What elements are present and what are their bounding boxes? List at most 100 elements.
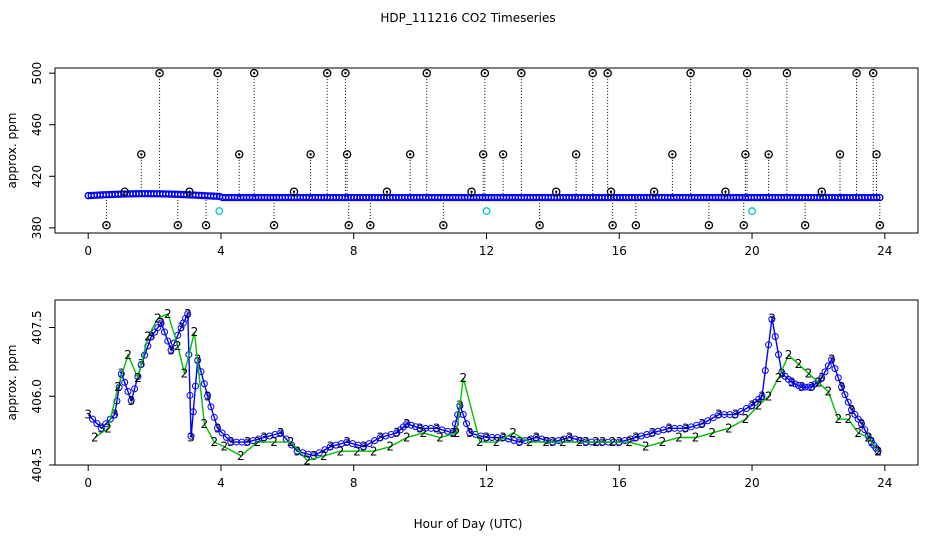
spike-point (872, 150, 881, 159)
spike-point (382, 187, 392, 196)
spike-point-center (785, 71, 789, 75)
spike-point (721, 187, 730, 196)
x-tick-label: 16 (612, 476, 627, 490)
spike-point (603, 68, 612, 78)
spike-point-center (105, 224, 108, 227)
spike-point-center (606, 71, 609, 75)
series-marker: 2 (370, 444, 378, 458)
spike-point-center (501, 153, 505, 156)
spike-point (173, 221, 183, 230)
spike-point-center (707, 224, 711, 227)
y-tick-label: 380 (30, 216, 44, 239)
series-point (371, 437, 379, 445)
spike-point (817, 187, 826, 196)
series-point (848, 406, 856, 414)
y-tick-label: 404.5 (30, 448, 44, 482)
series-marker: 2 (201, 417, 209, 431)
series-point (794, 382, 802, 390)
series-marker: 3 (293, 444, 301, 458)
series-point (403, 420, 411, 428)
spike-point (155, 68, 164, 78)
series-marker: 3 (187, 431, 195, 445)
spike-point (289, 187, 299, 196)
spike-point-center (574, 153, 578, 156)
series-marker: 2 (526, 435, 534, 449)
series-marker: 2 (755, 398, 763, 412)
series-marker: 2 (254, 435, 262, 449)
spike-point-center (123, 190, 126, 193)
spike-point-center (671, 153, 674, 156)
series-marker: 3 (403, 417, 411, 431)
series-marker: 3 (466, 426, 474, 440)
series-point (775, 351, 783, 359)
series-marker: 3 (244, 435, 252, 449)
x-tick-label: 0 (84, 476, 92, 490)
series-marker: 2 (320, 449, 328, 463)
series-marker: 3 (277, 426, 285, 440)
series-marker: 3 (260, 431, 268, 445)
series-point (187, 432, 195, 440)
series-marker: 2 (775, 371, 783, 385)
series-marker: 2 (659, 435, 667, 449)
x-tick-label: 8 (350, 244, 358, 258)
series-point (676, 424, 684, 432)
series-marker: 3 (84, 408, 92, 422)
series-marker: 2 (386, 440, 394, 454)
series-point (186, 391, 194, 399)
spike-point (764, 150, 773, 159)
spike-point (571, 150, 581, 159)
series-point (360, 443, 368, 451)
spike-point (102, 221, 111, 230)
spike-point-center (803, 224, 807, 227)
spike-point-center (238, 153, 241, 156)
spike-point (739, 221, 748, 230)
series-marker: 2 (625, 435, 633, 449)
series-marker: 2 (114, 380, 122, 394)
series-point (207, 403, 215, 411)
series-point (151, 328, 159, 336)
series-point (184, 310, 192, 318)
series-marker: 2 (795, 357, 803, 371)
spike-point-center (347, 224, 350, 227)
spike-point (467, 187, 476, 196)
spike-point-center (745, 71, 749, 75)
series-point (134, 373, 142, 381)
series-point (742, 405, 750, 413)
series-point (191, 382, 199, 390)
series-marker: 3 (98, 421, 106, 435)
y-tick-label: 407.5 (30, 310, 44, 344)
spike-point-center (855, 71, 858, 75)
series-point (189, 408, 197, 416)
series-point (214, 424, 222, 432)
series-point (407, 421, 415, 429)
series-marker: 2 (287, 435, 295, 449)
spike-point (478, 150, 488, 159)
spike-series (102, 68, 885, 230)
series-point (709, 414, 717, 422)
series-marker: 3 (327, 440, 335, 454)
series-marker: 2 (576, 435, 584, 449)
spike-point (269, 221, 279, 230)
series-point (200, 380, 208, 388)
cyan-point (215, 207, 224, 216)
series-point (113, 397, 121, 405)
spike-point (201, 221, 211, 230)
series-marker: 3 (118, 366, 126, 380)
series-marker: 2 (835, 412, 843, 426)
series-marker: 2 (220, 440, 228, 454)
x-tick-label: 12 (479, 476, 494, 490)
spike-point (341, 68, 350, 78)
series-point (726, 411, 734, 419)
series-marker: 3 (566, 431, 574, 445)
series-point (821, 368, 829, 376)
series-marker: 2 (436, 431, 444, 445)
series-marker: 3 (433, 421, 441, 435)
spike-point-center (744, 153, 747, 156)
spike-point (185, 187, 194, 196)
series-marker: 2 (134, 371, 142, 385)
spike-point (213, 68, 222, 78)
series-point (127, 397, 135, 405)
spike-point-center (652, 190, 656, 193)
series-point (164, 337, 172, 345)
cyan-point (748, 207, 756, 216)
